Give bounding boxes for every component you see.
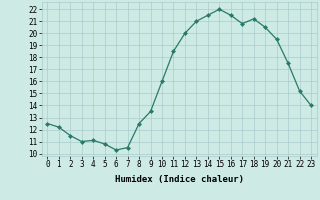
X-axis label: Humidex (Indice chaleur): Humidex (Indice chaleur) xyxy=(115,175,244,184)
